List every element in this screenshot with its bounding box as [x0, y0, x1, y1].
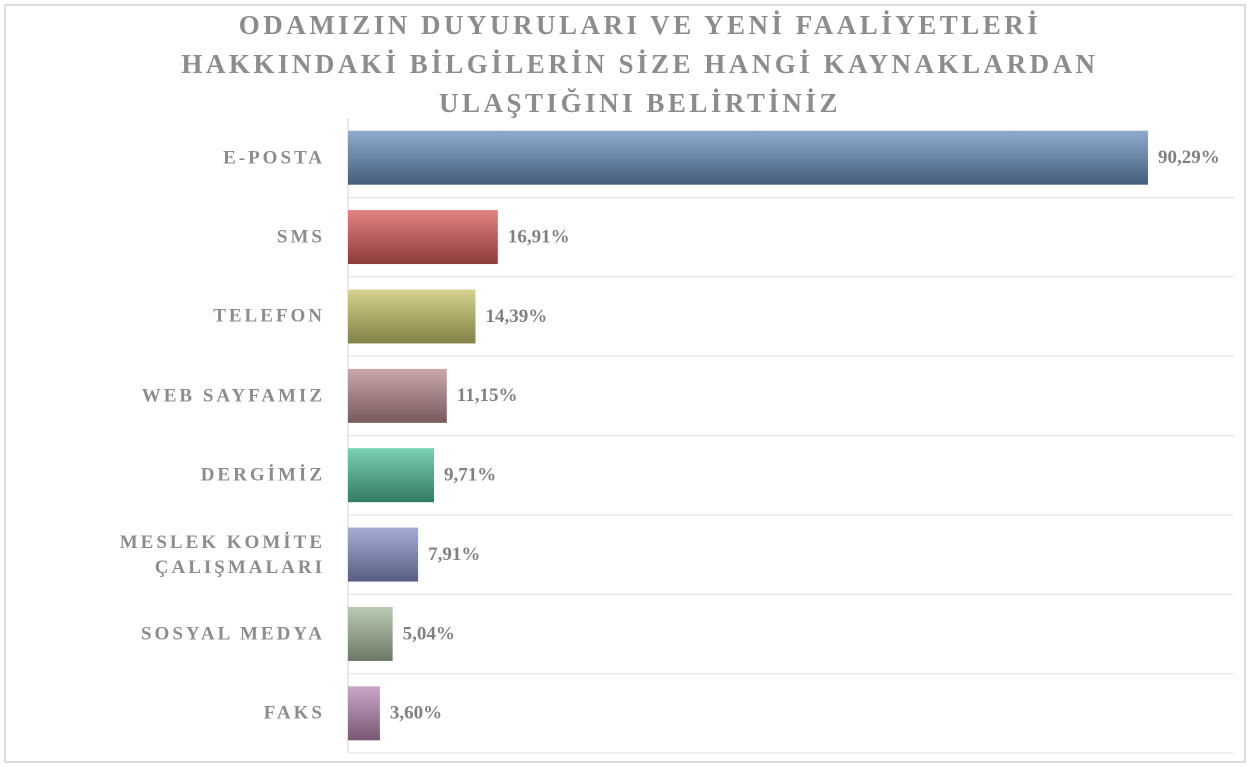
- bar: [348, 130, 1148, 185]
- value-label: 9,71%: [444, 465, 496, 486]
- bar: [348, 686, 380, 741]
- bar: [348, 289, 476, 344]
- value-label: 5,04%: [403, 623, 455, 644]
- category-label: MESLEK KOMİTE ÇALIŞMALARI: [119, 531, 325, 578]
- category-label: TELEFON: [213, 305, 325, 327]
- value-label: 14,39%: [485, 306, 547, 327]
- category-label: SOSYAL MEDYA: [140, 623, 325, 645]
- chart-title: ODAMIZIN DUYURULARI VE YENİ FAALİYETLERİ…: [181, 10, 1099, 118]
- category-label: WEB SAYFAMIZ: [141, 385, 325, 407]
- category-label: FAKS: [263, 702, 325, 724]
- category-label: E-POSTA: [223, 147, 325, 169]
- chart-border: [4, 4, 1246, 763]
- bar: [348, 368, 447, 423]
- bar: [348, 527, 419, 582]
- value-label: 3,60%: [390, 703, 442, 724]
- bar: [348, 210, 498, 265]
- value-label: 90,29%: [1158, 147, 1220, 168]
- category-label: SMS: [276, 226, 325, 248]
- value-label: 11,15%: [457, 385, 518, 406]
- bar: [348, 448, 435, 503]
- category-label: DERGİMİZ: [200, 464, 325, 486]
- value-label: 16,91%: [508, 226, 570, 247]
- value-label: 7,91%: [428, 544, 480, 565]
- bar: [348, 606, 393, 661]
